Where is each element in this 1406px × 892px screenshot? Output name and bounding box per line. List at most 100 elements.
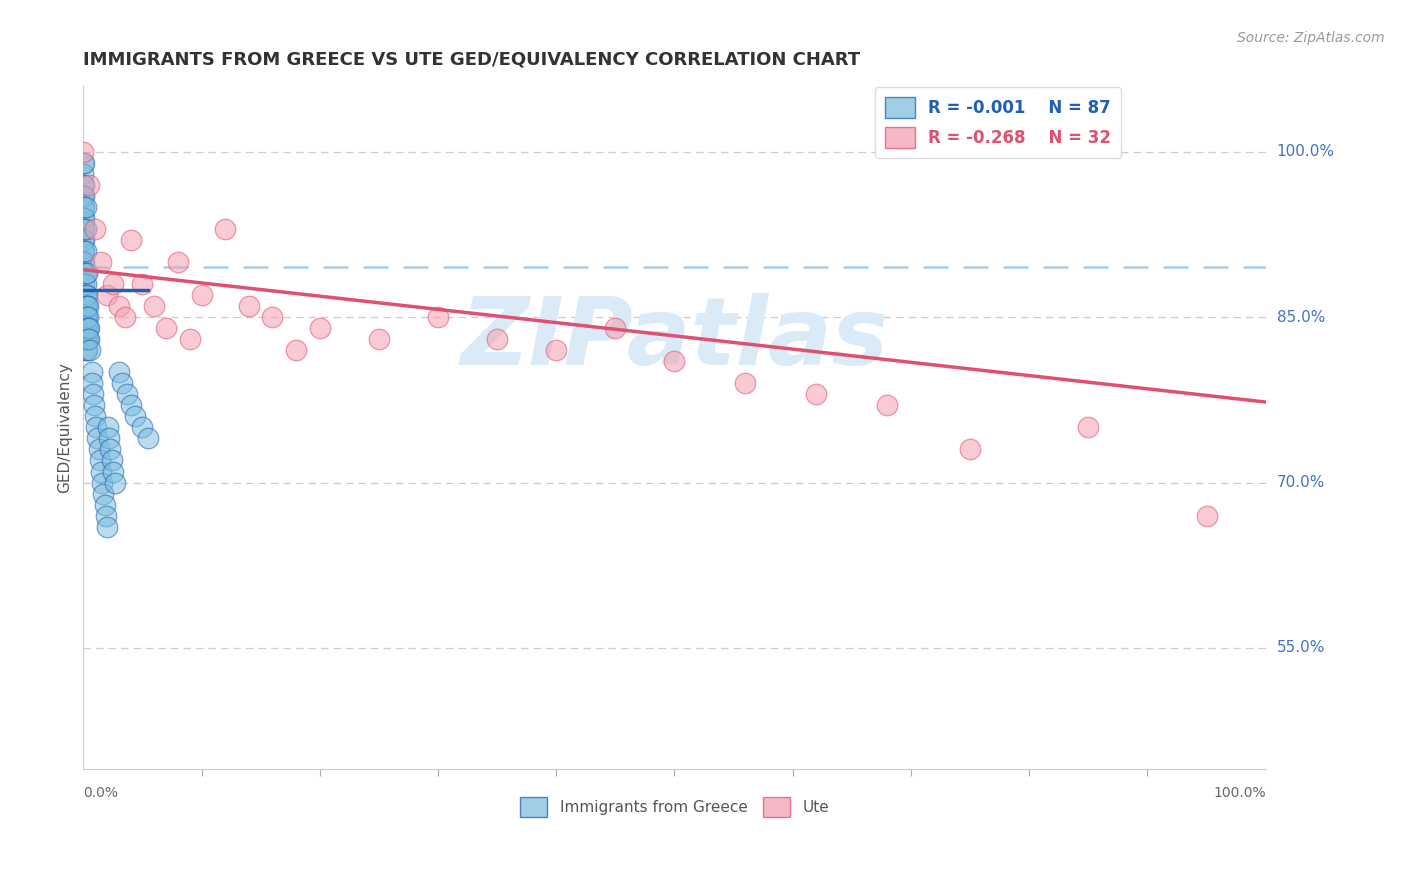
Point <box>367 332 389 346</box>
Text: 70.0%: 70.0% <box>1277 475 1324 490</box>
Point <box>77 321 100 335</box>
Point <box>136 432 159 446</box>
Point <box>308 321 330 335</box>
Point <box>77 332 100 346</box>
Text: 100.0%: 100.0% <box>1277 145 1334 159</box>
Point <box>546 343 568 358</box>
Point <box>100 442 122 457</box>
Point <box>101 465 124 479</box>
Point <box>73 321 96 335</box>
Text: Source: ZipAtlas.com: Source: ZipAtlas.com <box>1237 31 1385 45</box>
Point <box>72 211 94 225</box>
Point <box>959 442 981 457</box>
Point <box>806 387 828 401</box>
Point <box>1195 508 1218 523</box>
Point <box>73 266 96 280</box>
Point <box>72 167 94 181</box>
Point <box>73 244 96 258</box>
Point <box>76 299 98 313</box>
Point <box>115 387 138 401</box>
Point <box>76 343 98 358</box>
Point <box>89 453 111 467</box>
Point <box>73 310 96 325</box>
Point <box>77 321 100 335</box>
Point <box>75 321 97 335</box>
Point <box>605 321 627 335</box>
Point <box>75 332 97 346</box>
Point <box>75 277 97 291</box>
Point <box>84 409 107 424</box>
Text: 0.0%: 0.0% <box>83 786 118 800</box>
Point <box>83 398 105 412</box>
Point <box>80 376 103 391</box>
Point <box>107 299 129 313</box>
Point <box>427 310 450 325</box>
Point <box>262 310 284 325</box>
Point <box>104 475 127 490</box>
Point <box>76 332 98 346</box>
Point <box>120 398 142 412</box>
Point <box>73 222 96 236</box>
Point <box>72 145 94 159</box>
Point <box>73 277 96 291</box>
Point <box>87 442 110 457</box>
Point <box>486 332 509 346</box>
Point <box>98 432 121 446</box>
Point <box>131 420 153 434</box>
Point <box>75 332 97 346</box>
Point <box>97 420 120 434</box>
Point <box>73 211 96 225</box>
Point <box>238 299 260 313</box>
Point <box>167 255 190 269</box>
Point <box>131 277 153 291</box>
Point <box>72 155 94 169</box>
Point <box>77 310 100 325</box>
Point <box>75 299 97 313</box>
Point <box>75 288 97 302</box>
Point <box>876 398 898 412</box>
Text: IMMIGRANTS FROM GREECE VS UTE GED/EQUIVALENCY CORRELATION CHART: IMMIGRANTS FROM GREECE VS UTE GED/EQUIVA… <box>83 51 860 69</box>
Point <box>190 288 212 302</box>
Point <box>82 387 104 401</box>
Point <box>72 178 94 192</box>
Point <box>93 486 115 500</box>
Point <box>75 200 97 214</box>
Point <box>84 420 107 434</box>
Point <box>75 244 97 258</box>
Point <box>73 200 96 214</box>
Point <box>101 277 124 291</box>
Point <box>100 453 122 467</box>
Point <box>143 299 166 313</box>
Point <box>73 189 96 203</box>
Point <box>664 354 686 368</box>
Text: ZIPatlas: ZIPatlas <box>460 293 889 384</box>
Point <box>84 222 107 236</box>
Point <box>75 310 97 325</box>
Point <box>73 155 96 169</box>
Point <box>76 288 98 302</box>
Y-axis label: GED/Equivalency: GED/Equivalency <box>58 362 72 493</box>
Point <box>77 332 100 346</box>
Point <box>90 255 112 269</box>
Legend: Immigrants from Greece, Ute: Immigrants from Greece, Ute <box>513 791 835 823</box>
Point <box>73 288 96 302</box>
Point <box>93 498 115 512</box>
Point <box>79 343 101 358</box>
Point <box>96 288 118 302</box>
Point <box>285 343 308 358</box>
Point <box>77 178 100 192</box>
Point <box>75 266 97 280</box>
Point <box>90 465 112 479</box>
Point <box>76 310 98 325</box>
Point <box>73 178 96 192</box>
Point <box>73 299 96 313</box>
Point <box>111 376 134 391</box>
Point <box>75 343 97 358</box>
Point <box>72 222 94 236</box>
Point <box>75 321 97 335</box>
Point <box>77 299 100 313</box>
Point <box>75 310 97 325</box>
Point <box>94 508 117 523</box>
Text: 55.0%: 55.0% <box>1277 640 1324 656</box>
Point <box>73 233 96 247</box>
